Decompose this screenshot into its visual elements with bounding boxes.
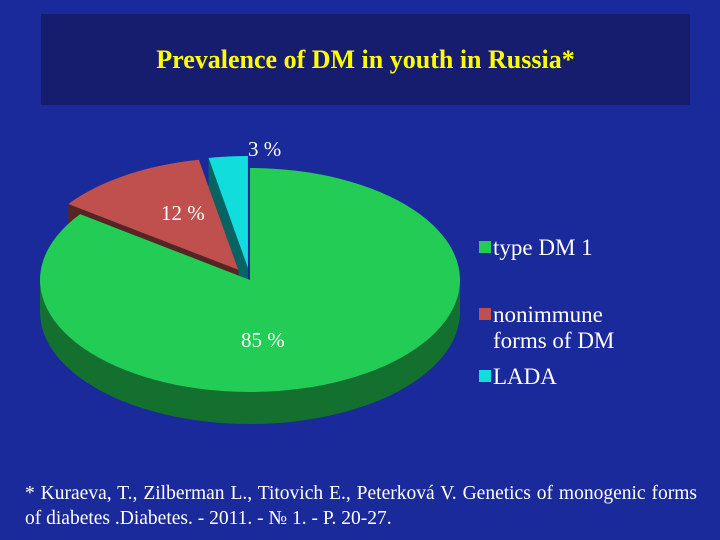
slice-nonimmune-forms-of-dm <box>68 159 239 270</box>
legend-label: type DM 1 <box>493 235 593 260</box>
legend-label: LADA <box>493 364 557 389</box>
chart-title: Prevalence of DM in youth in Russia* <box>156 44 575 74</box>
title-box: Prevalence of DM in youth in Russia* <box>41 14 690 105</box>
slice-label-type-dm-1: 85 % <box>241 328 285 352</box>
slice-rim-type-dm-1-0 <box>40 280 460 424</box>
slice-type-dm-1 <box>39 168 461 392</box>
legend-label: nonimmune forms of DM <box>493 302 615 353</box>
legend-item-nonimmune: nonimmune forms of DM <box>479 302 643 354</box>
slice-label-nonimmune: 12 % <box>161 201 205 225</box>
slice-lada <box>208 155 248 268</box>
legend-swatch-type-dm-1 <box>479 241 491 253</box>
slice-label-lada: 3 % <box>248 137 282 161</box>
footnote-citation: * Kuraeva, T., Zilberman L., Titovich E.… <box>25 483 697 529</box>
legend-item-type-dm-1: type DM 1 <box>479 235 653 261</box>
legend-swatch-nonimmune <box>479 308 491 320</box>
slice-side-lada-0 <box>208 157 248 300</box>
legend-item-lada: LADA <box>479 364 653 390</box>
legend-swatch-lada <box>479 370 491 382</box>
